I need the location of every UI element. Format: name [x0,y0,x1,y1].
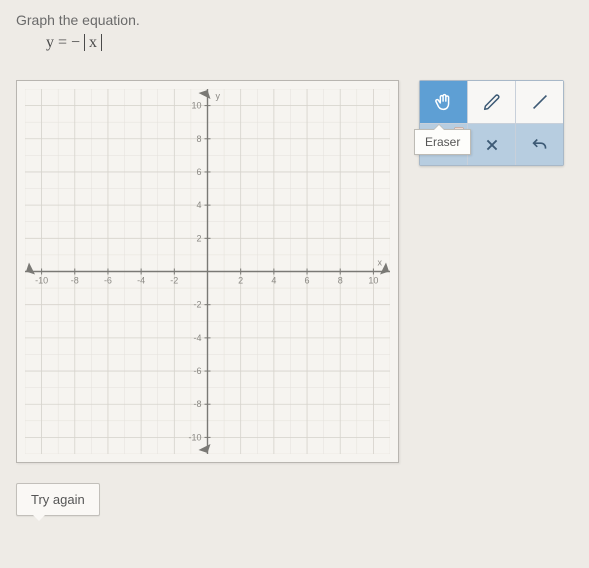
equation-equals-minus: = − [58,34,80,51]
tool-undo[interactable] [516,123,563,165]
svg-text:-8: -8 [193,399,201,409]
svg-text:-6: -6 [193,366,201,376]
svg-text:-2: -2 [170,276,178,286]
svg-text:4: 4 [271,276,276,286]
line-icon [529,91,551,113]
svg-text:x: x [378,258,383,268]
svg-text:6: 6 [305,276,310,286]
coordinate-grid[interactable]: -10-8-6-4-2246810-10-8-6-4-2246810xy [25,89,390,454]
svg-text:4: 4 [196,200,201,210]
undo-icon [529,134,551,156]
try-again-button[interactable]: Try again [16,483,100,516]
svg-text:-4: -4 [193,333,201,343]
svg-text:10: 10 [191,101,201,111]
toolbox: Eraser [419,80,564,166]
svg-text:-10: -10 [35,276,48,286]
svg-text:y: y [216,91,221,101]
tool-hand[interactable]: Eraser [420,81,468,123]
tool-pencil[interactable] [468,81,516,123]
svg-text:-4: -4 [137,276,145,286]
svg-text:-2: -2 [193,300,201,310]
hand-icon [433,91,455,113]
question-prompt: Graph the equation. [16,12,573,28]
tool-delete[interactable] [468,123,516,165]
svg-text:2: 2 [196,233,201,243]
x-icon [481,134,503,156]
equation-abs: x [84,34,102,51]
tool-line[interactable] [516,81,563,123]
pencil-icon [481,91,503,113]
tooltip-eraser: Eraser [414,129,471,155]
svg-text:-10: -10 [188,432,201,442]
svg-text:2: 2 [238,276,243,286]
svg-text:6: 6 [196,167,201,177]
svg-text:8: 8 [338,276,343,286]
graph-panel[interactable]: -10-8-6-4-2246810-10-8-6-4-2246810xy [16,80,399,463]
svg-text:-6: -6 [104,276,112,286]
equation: y = − x [46,34,573,52]
equation-lhs: y [46,34,54,51]
svg-text:10: 10 [368,276,378,286]
svg-text:-8: -8 [71,276,79,286]
svg-text:8: 8 [196,134,201,144]
